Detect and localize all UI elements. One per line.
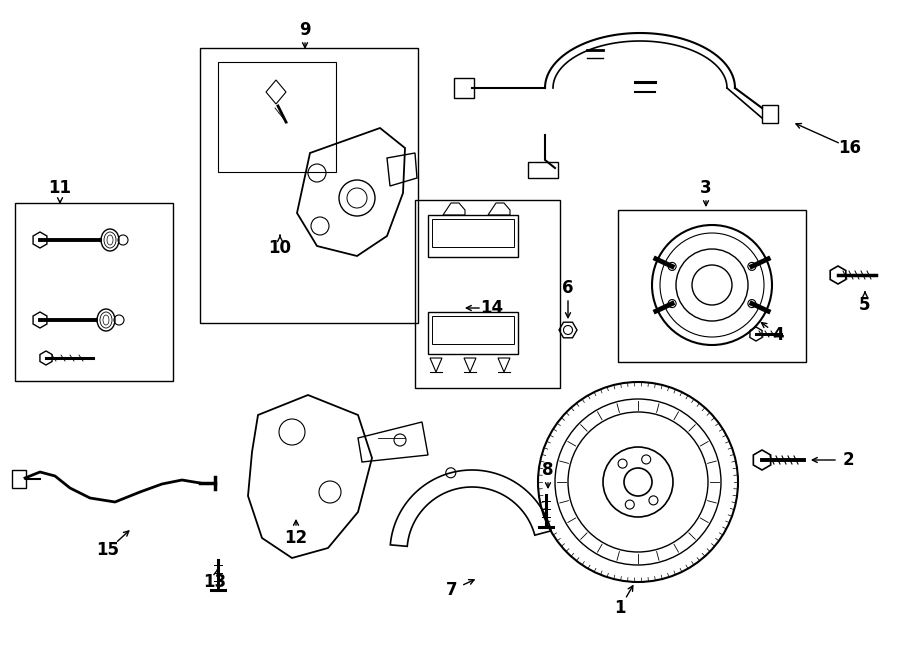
Bar xyxy=(428,215,518,257)
Text: 12: 12 xyxy=(284,529,308,547)
Text: 11: 11 xyxy=(49,179,71,197)
Circle shape xyxy=(748,262,756,270)
Text: 15: 15 xyxy=(96,541,120,559)
Bar xyxy=(428,312,518,354)
Text: 3: 3 xyxy=(700,179,712,197)
Circle shape xyxy=(668,262,676,270)
Text: 9: 9 xyxy=(299,21,310,39)
Text: 16: 16 xyxy=(839,139,861,157)
Circle shape xyxy=(748,300,756,308)
Bar xyxy=(454,78,474,98)
Circle shape xyxy=(668,300,676,308)
Bar xyxy=(432,316,514,344)
Text: 8: 8 xyxy=(542,461,554,479)
Bar xyxy=(15,203,173,381)
Text: 4: 4 xyxy=(772,326,784,344)
Bar xyxy=(432,219,514,247)
Bar xyxy=(218,62,336,172)
Bar xyxy=(415,200,560,388)
Text: 10: 10 xyxy=(268,239,292,257)
Text: 5: 5 xyxy=(860,296,871,314)
Text: 6: 6 xyxy=(562,279,574,297)
Bar xyxy=(12,470,26,488)
Text: 1: 1 xyxy=(614,599,626,617)
Text: 7: 7 xyxy=(446,581,458,599)
Bar xyxy=(200,48,418,323)
Bar xyxy=(762,105,778,123)
Text: 13: 13 xyxy=(203,573,227,591)
Text: 2: 2 xyxy=(842,451,854,469)
Bar xyxy=(618,210,806,362)
Bar xyxy=(528,162,558,178)
Text: 14: 14 xyxy=(481,299,504,317)
